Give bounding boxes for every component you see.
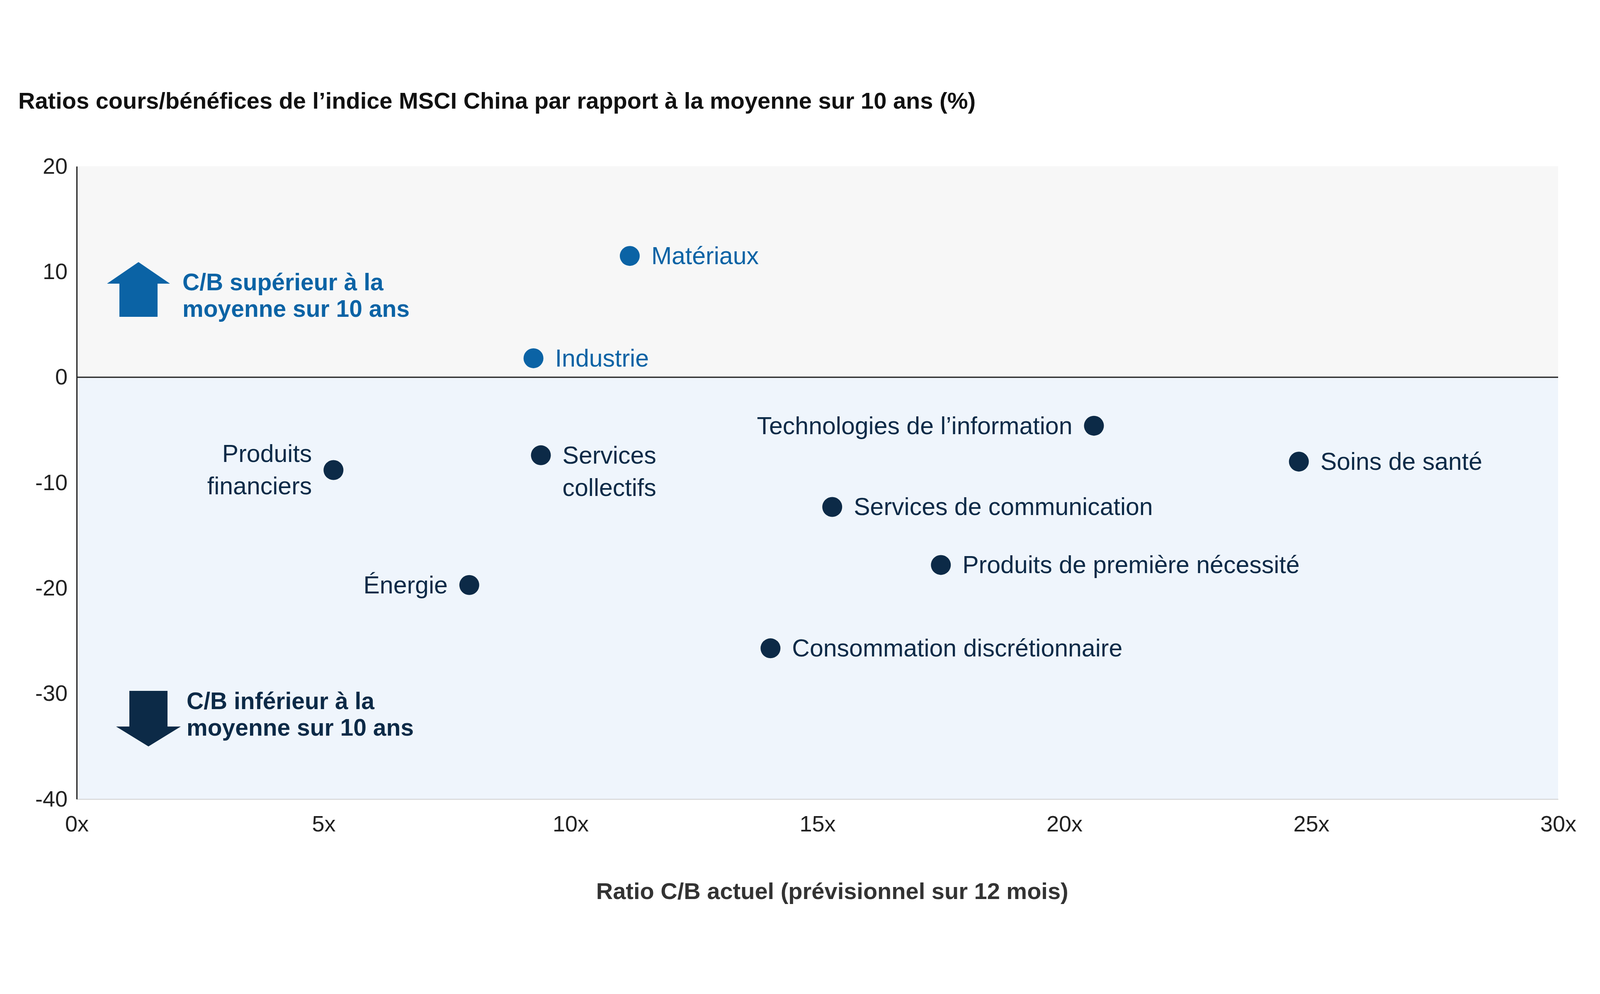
point [822,496,843,517]
x-tick: 0x [65,798,89,836]
y-tick: -40 [35,786,77,811]
chart: Ratios cours/bénéfices de l’indice MSCI … [0,0,1600,994]
x-tick: 15x [799,798,836,836]
point [323,459,344,480]
annotation-text: C/B supérieur à lamoyenne sur 10 ans [182,268,410,322]
point-label: Services de communication [853,492,1153,521]
title: Ratios cours/bénéfices de l’indice MSCI … [18,87,976,114]
y-tick-label: -20 [35,575,68,600]
point-label-line: collectifs [562,473,657,502]
annotation-line: C/B supérieur à la [182,268,384,296]
point [459,575,480,595]
x-tick-label: 30x [1540,810,1577,836]
point-label: Énergie [363,571,448,599]
point-label-line: financiers [207,472,313,500]
x-tick-label: 20x [1046,810,1083,836]
point [523,348,544,369]
background-above [76,166,1559,378]
point [1289,451,1309,472]
y-tick: 20 [42,153,77,179]
y-tick-label: -10 [35,469,68,495]
annotation-line: moyenne sur 10 ans [182,295,410,322]
x-tick-label: 25x [1293,810,1330,836]
x-tick-label: 0x [65,810,89,836]
x-tick: 20x [1046,798,1083,836]
y-tick: 10 [42,258,77,284]
y-tick-label: -30 [35,680,68,706]
plot: 0x 5x 10x 15x 20x 25x 30x 20 10 0 -10 -20 -30 -40 Maté… [35,153,1577,837]
point-label-line: Industrie [555,344,649,372]
point-label-line: Énergie [363,571,448,599]
x-tick: 30x [1540,798,1577,836]
y-tick-label: 0 [55,364,68,389]
point-label-line: Produits de première nécessité [962,551,1300,579]
point-label-line: Consommation discrétionnaire [791,634,1123,662]
y-tick-label: 20 [42,153,68,179]
y-tick: -10 [35,469,77,495]
y-tick-label: 10 [42,258,68,284]
point-label-line: Produits [222,439,312,468]
y-tick: -30 [35,680,77,706]
point-label: Matériaux [651,242,759,270]
point-label: Technologies de l’information [757,412,1073,440]
point-label: Soins de santé [1320,447,1483,476]
background-below [76,377,1559,799]
x-tick: 5x [311,798,336,836]
point-label: Produits financiers [207,439,313,500]
point [619,245,640,266]
point-label-line: Services de communication [853,492,1153,521]
point [930,554,951,575]
point [1083,415,1104,436]
reference-line [76,376,1559,378]
point-label-line: Technologies de l’information [757,412,1073,440]
annotation-arrow [116,690,181,747]
x-tick: 25x [1293,798,1330,836]
point-label: Produits de première nécessité [962,551,1300,579]
point [531,445,552,466]
x-tick-label: 10x [552,810,589,836]
y-axis-line [76,166,78,800]
point-label-line: Services [562,441,657,469]
y-tick: 0 [55,364,77,389]
y-tick-label: -40 [35,786,68,811]
point-label-line: Soins de santé [1320,447,1483,476]
point-label: Consommation discrétionnaire [791,634,1123,662]
annotation-arrow [106,262,170,317]
x-axis: 0x 5x 10x 15x 20x 25x 30x [65,798,1577,836]
x-axis-title: Ratio C/B actuel (prévisionnel sur 12 mo… [596,877,1069,904]
point [760,638,781,658]
x-tick-label: 15x [799,810,836,836]
x-axis-line [77,798,1559,800]
y-tick: -20 [35,575,77,600]
point-label: Services collectifs [562,441,657,502]
x-tick: 10x [552,798,589,836]
x-tick-label: 5x [311,810,336,836]
y-axis: 20 10 0 -10 -20 -30 -40 [35,153,78,811]
annotation-text: C/B inférieur à lamoyenne sur 10 ans [186,687,414,741]
annotation: C/B inférieur à lamoyenne sur 10 ans [116,687,414,747]
point-label-line: Matériaux [651,242,759,270]
annotation: C/B supérieur à lamoyenne sur 10 ans [106,262,410,322]
points [323,245,1309,658]
annotation-line: moyenne sur 10 ans [186,713,414,741]
annotation-line: C/B inférieur à la [186,687,375,714]
point-label: Industrie [555,344,649,372]
